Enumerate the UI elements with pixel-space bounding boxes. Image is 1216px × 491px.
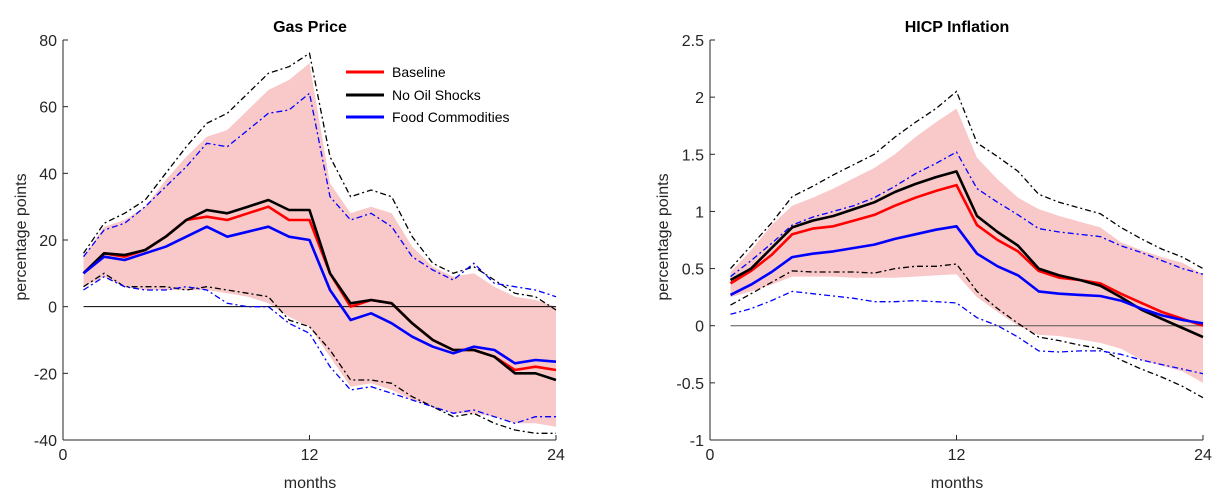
- series-line-no-oil-shocks: [729, 170, 1204, 339]
- x-tick-label: 12: [301, 447, 319, 464]
- x-tick-label: 0: [59, 447, 68, 464]
- plot-area: -40 -20 0 20 40 60 80 0 12 24: [34, 33, 565, 464]
- y-tick-label: 80: [39, 33, 57, 50]
- y-tick-label: 0: [48, 300, 57, 317]
- x-tick-label: 0: [706, 447, 715, 464]
- x-tick-label: 24: [1194, 447, 1212, 464]
- y-tick-label: -1: [690, 433, 704, 450]
- bound-no-oil-shocks-lower: [83, 272, 556, 434]
- y-tick-label: 2.5: [682, 33, 704, 50]
- legend-label-no-oil: No Oil Shocks: [392, 87, 481, 103]
- bound-food-commodities-upper: [82, 92, 557, 298]
- series-line-food-commodities: [729, 225, 1204, 325]
- x-tick-label: 24: [547, 447, 565, 464]
- series-line-food-commodities: [82, 225, 557, 365]
- hicp-inflation-chart: HICP Inflation -1 -0.5 0 0.5 1 1.5 2 2.5 0 12 24 m…: [655, 19, 1212, 491]
- legend-label-food: Food Commodities: [392, 109, 510, 125]
- legend-label-baseline: Baseline: [392, 64, 446, 80]
- y-tick-label: 0.5: [682, 262, 704, 279]
- y-tick-label: 1: [695, 204, 704, 221]
- bound-food-commodities-lower: [730, 290, 1204, 375]
- gas-price-chart: Gas Price -40 -20 0 20 40 60 80 0 12 24 months pe…: [13, 19, 565, 491]
- x-axis-label: months: [284, 475, 336, 491]
- legend: Baseline No Oil Shocks Food Commodities: [346, 64, 510, 125]
- x-axis-label: months: [931, 475, 983, 491]
- y-tick-label: -40: [34, 433, 57, 450]
- plot-area: -1 -0.5 0 0.5 1 1.5 2 2.5 0 12 24: [676, 33, 1212, 464]
- bound-food-commodities-lower: [83, 275, 556, 424]
- legend-entry-food: Food Commodities: [346, 109, 510, 125]
- y-axis-label: percentage points: [655, 173, 672, 300]
- series-line-no-oil-shocks: [82, 198, 557, 382]
- confidence-band: [730, 108, 1203, 383]
- chart-title: Gas Price: [273, 19, 347, 36]
- series-line-baseline: [729, 183, 1204, 327]
- y-tick-label: 0: [695, 319, 704, 336]
- legend-entry-no-oil: No Oil Shocks: [346, 87, 481, 103]
- legend-entry-baseline: Baseline: [346, 64, 446, 80]
- y-tick-label: 40: [39, 166, 57, 183]
- bound-no-oil-shocks-lower: [730, 263, 1204, 399]
- y-tick-label: 2: [695, 90, 704, 107]
- bound-no-oil-shocks-upper: [730, 90, 1204, 270]
- y-tick-label: 20: [39, 233, 57, 250]
- y-axis-label: percentage points: [13, 173, 30, 300]
- y-tick-label: 60: [39, 100, 57, 117]
- y-tick-label: -20: [34, 366, 57, 383]
- chart-title: HICP Inflation: [905, 19, 1010, 36]
- bound-food-commodities-upper: [730, 151, 1204, 278]
- y-tick-label: 1.5: [682, 147, 704, 164]
- y-tick-label: -0.5: [676, 376, 704, 393]
- x-tick-label: 12: [948, 447, 966, 464]
